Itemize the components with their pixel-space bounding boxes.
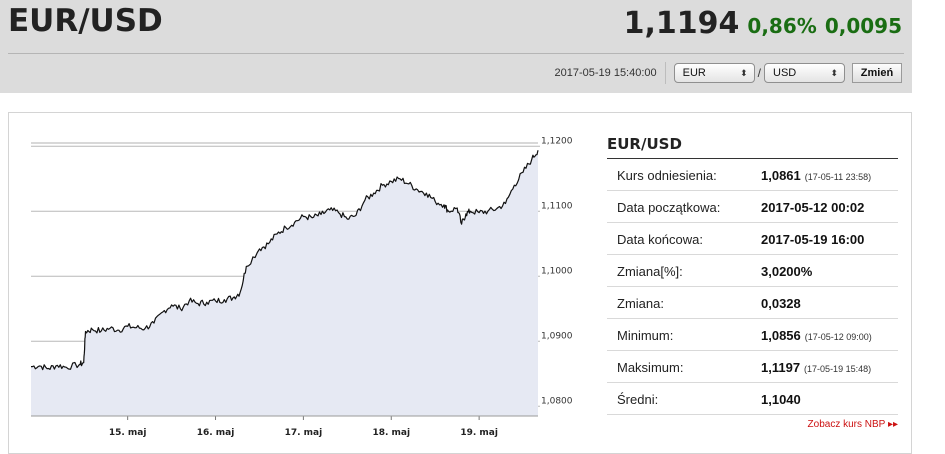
currency-pair-title: EUR/USD [8, 3, 163, 39]
chevron-up-down-icon: ⬍ [830, 68, 838, 78]
info-row: Maksimum: 1,1197 (17-05-19 15:48) [607, 351, 898, 383]
x-tick-label: 16. maj [197, 428, 235, 438]
x-tick-label: 15. maj [109, 428, 147, 438]
info-value: 3,0200% [761, 264, 812, 279]
header-divider [8, 53, 904, 54]
rate-summary: 1,1194 0,86% 0,0095 [624, 6, 902, 41]
info-value-text: 1,0856 [761, 328, 801, 343]
info-note: (17-05-19 15:48) [804, 364, 872, 374]
info-note: (17-05-12 09:00) [804, 332, 872, 342]
info-label: Zmiana[%]: [617, 264, 683, 279]
change-absolute: 0,0095 [824, 14, 902, 38]
x-tick-label: 17. maj [285, 428, 323, 438]
info-label: Średni: [617, 392, 659, 407]
nbp-rate-link[interactable]: Zobacz kurs NBP ▸▸ [807, 419, 898, 430]
info-title: EUR/USD [607, 135, 682, 153]
info-label: Zmiana: [617, 296, 664, 311]
info-value-text: 2017-05-19 16:00 [761, 232, 865, 247]
info-label: Kurs odniesienia: [617, 168, 717, 183]
info-value: 1,1040 [761, 392, 801, 407]
info-note: (17-05-11 23:58) [804, 172, 872, 182]
currency-separator: / [757, 66, 761, 80]
info-value: 1,1197 (17-05-19 15:48) [761, 360, 871, 375]
from-currency-select[interactable]: EUR ⬍ [673, 63, 755, 83]
y-tick-label: 1,1000 [541, 266, 573, 276]
info-value-text: 1,1197 [761, 360, 801, 375]
info-label: Maksimum: [617, 360, 684, 375]
change-percent: 0,86% [747, 14, 817, 38]
from-currency-value: EUR [682, 67, 706, 79]
info-value: 1,0856 (17-05-12 09:00) [761, 328, 872, 343]
to-currency-select[interactable]: USD ⬍ [764, 63, 845, 83]
info-value-text: 1,1040 [761, 392, 801, 407]
info-value-text: 3,0200% [761, 264, 813, 279]
info-row: Zmiana: 0,0328 [607, 287, 898, 319]
info-label: Data początkowa: [617, 200, 721, 215]
rate-line [31, 150, 539, 371]
quote-header: EUR/USD 1,1194 0,86% 0,0095 2017-05-19 15:… [0, 0, 912, 93]
to-currency-value: USD [773, 67, 797, 79]
info-row: Minimum: 1,0856 (17-05-12 09:00) [607, 319, 898, 351]
rate-area [31, 150, 538, 416]
y-tick-label: 1,0800 [541, 396, 573, 406]
current-rate: 1,1194 [623, 6, 740, 41]
currency-toolbar: 2017-05-19 15:40:00 EUR ⬍ / USD ⬍ Zmień [554, 62, 902, 84]
info-row: Kurs odniesienia: 1,0861 (17-05-11 23:58) [607, 159, 898, 191]
y-tick-label: 1,1200 [541, 136, 573, 146]
x-tick-label: 19. maj [460, 428, 498, 438]
info-row: Średni: 1,1040 [607, 383, 898, 415]
info-table: Kurs odniesienia: 1,0861 (17-05-11 23:58) D… [607, 158, 898, 415]
info-value: 2017-05-19 16:00 [761, 232, 864, 247]
y-tick-label: 1,1100 [541, 201, 573, 211]
info-label: Minimum: [617, 328, 674, 343]
info-value: 2017-05-12 00:02 [761, 200, 864, 215]
info-value-text: 1,0861 [761, 168, 801, 183]
info-value-text: 2017-05-12 00:02 [761, 200, 865, 215]
info-value: 1,0861 (17-05-11 23:58) [761, 168, 871, 183]
rate-chart: 1,1200 1,1100 1,1000 1,0900 1,0800 15. maj 16.… [31, 136, 573, 438]
info-value-text: 0,0328 [761, 296, 801, 311]
info-label: Data końcowa: [617, 232, 703, 247]
toolbar-separator [664, 62, 666, 84]
quote-timestamp: 2017-05-19 15:40:00 [554, 67, 657, 79]
y-tick-label: 1,0900 [541, 331, 573, 341]
info-row: Data początkowa: 2017-05-12 00:02 [607, 191, 898, 223]
x-tick-label: 18. maj [372, 428, 410, 438]
change-pair-button[interactable]: Zmień [852, 63, 902, 83]
info-row: Data końcowa: 2017-05-19 16:00 [607, 223, 898, 255]
info-value: 0,0328 [761, 296, 801, 311]
chevron-up-down-icon: ⬍ [740, 68, 748, 78]
info-row: Zmiana[%]: 3,0200% [607, 255, 898, 287]
